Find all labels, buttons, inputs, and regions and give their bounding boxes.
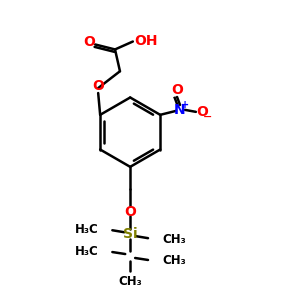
Text: O: O (83, 34, 95, 49)
Text: −: − (203, 112, 212, 122)
Text: Si: Si (123, 227, 137, 241)
Text: CH₃: CH₃ (162, 254, 186, 268)
Text: O: O (124, 206, 136, 219)
Text: H₃C: H₃C (75, 223, 98, 236)
Text: CH₃: CH₃ (162, 233, 186, 246)
Text: +: + (181, 100, 189, 110)
Text: N: N (174, 103, 186, 117)
Text: H₃C: H₃C (75, 244, 98, 258)
Text: O: O (196, 105, 208, 119)
Text: O: O (92, 79, 104, 93)
Text: CH₃: CH₃ (118, 275, 142, 288)
Text: OH: OH (134, 34, 158, 47)
Text: O: O (171, 83, 183, 97)
